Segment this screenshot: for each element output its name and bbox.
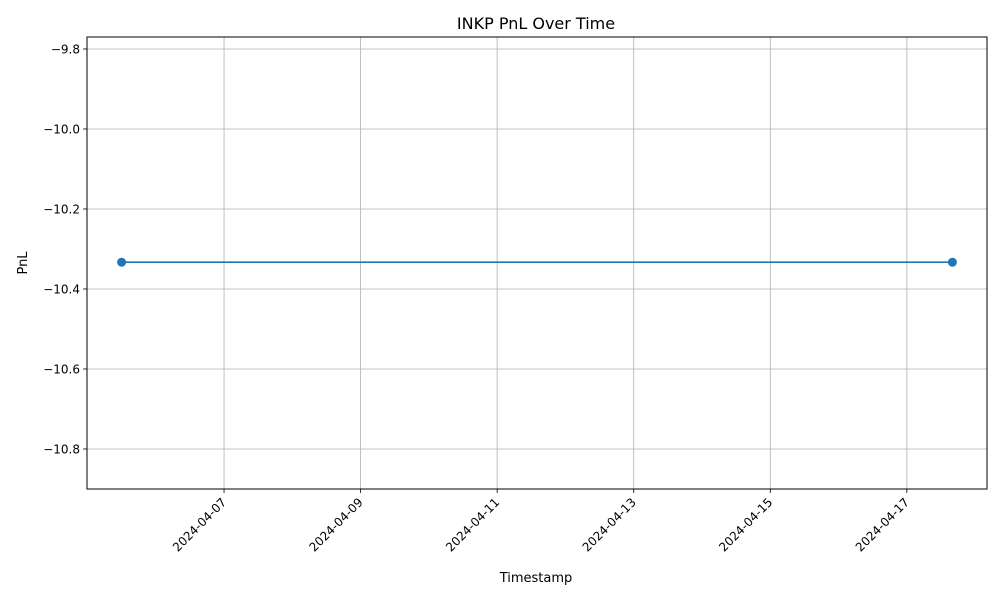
chart-title: INKP PnL Over Time: [457, 14, 615, 33]
data-point-marker: [117, 257, 127, 267]
y-axis-label: PnL: [16, 251, 31, 275]
y-tick-label: −10.2: [43, 203, 80, 217]
data-point-marker: [947, 257, 957, 267]
x-axis-label: Timestamp: [499, 571, 573, 586]
y-axis-ticks: −9.8 −10.0 −10.2 −10.4 −10.6 −10.8: [43, 43, 87, 457]
y-tick-label: −9.8: [51, 43, 80, 57]
y-tick-label: −10.4: [43, 283, 80, 297]
y-tick-label: −10.0: [43, 123, 80, 137]
y-tick-label: −10.8: [43, 443, 80, 457]
plot-area-frame: [86, 36, 988, 490]
y-tick-label: −10.6: [43, 363, 80, 377]
series-layer: [117, 257, 957, 267]
